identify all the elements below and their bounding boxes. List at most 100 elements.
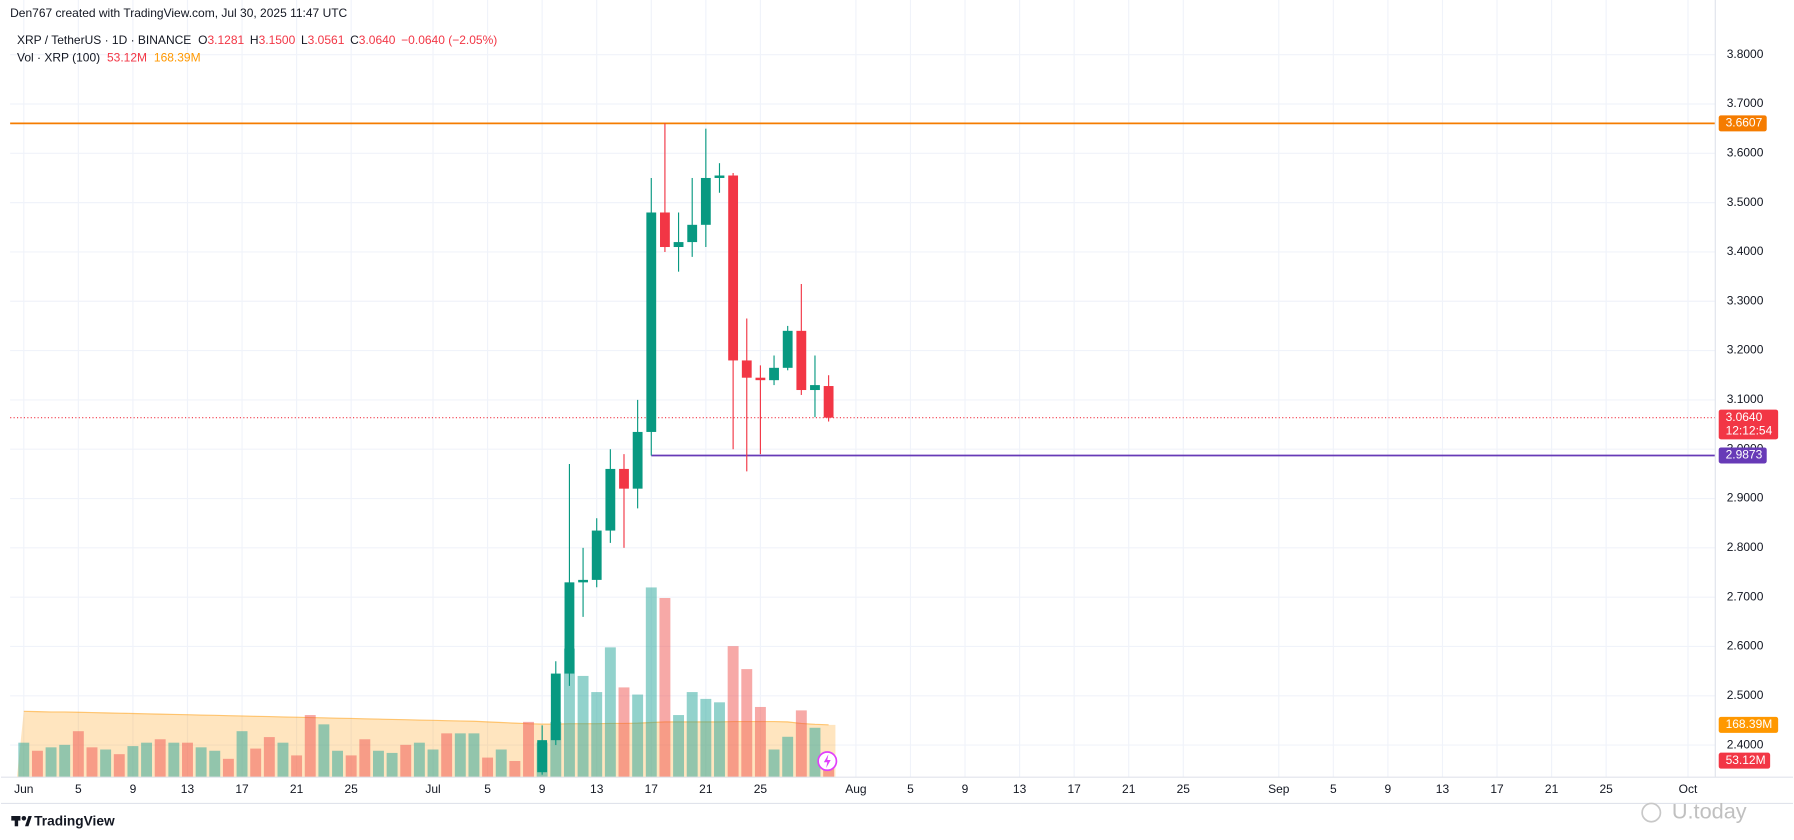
- key: O: [198, 33, 207, 47]
- x-tick-label: Jun: [14, 782, 33, 796]
- y-tick-label: 2.9000: [1727, 491, 1764, 505]
- volume-bar: [604, 647, 616, 778]
- x-tick-label: 5: [75, 782, 82, 796]
- volume-bar: [700, 698, 712, 778]
- x-tick-label: 9: [1385, 782, 1392, 796]
- open: 3.1281: [207, 33, 244, 47]
- volume-bar: [141, 742, 153, 778]
- volume-bar: [468, 733, 480, 778]
- x-tick-label: 9: [130, 782, 137, 796]
- logo-mark: [14, 816, 19, 827]
- volume-axis-label: 53.12M: [1726, 753, 1766, 767]
- volume-bar: [359, 739, 371, 778]
- last-price-label: 3.0640: [1726, 410, 1763, 424]
- last-price-box: [1718, 409, 1779, 440]
- candle-body: [728, 175, 739, 361]
- x-tick-label: Aug: [845, 782, 866, 796]
- volume-bar: [782, 736, 794, 778]
- volume-label-box: [1718, 752, 1771, 769]
- volume-bar: [400, 744, 412, 778]
- x-tick-label: 13: [1436, 782, 1450, 796]
- x-tick-label: 13: [181, 782, 195, 796]
- volume-bar: [454, 733, 466, 778]
- candle-body: [550, 673, 561, 741]
- x-tick-label: 5: [907, 782, 914, 796]
- volume-bar: [291, 755, 303, 778]
- volume-bar: [154, 739, 166, 778]
- volume-bar: [332, 750, 343, 778]
- watermark-icon: [1641, 802, 1662, 823]
- x-tick-label: 5: [484, 782, 491, 796]
- key: C: [350, 33, 359, 47]
- volume-bar: [127, 746, 139, 778]
- volume-bar: [591, 692, 603, 778]
- volume-bar: [441, 733, 453, 778]
- candle-body: [769, 367, 779, 381]
- y-tick-label: 3.3000: [1727, 293, 1764, 307]
- volume-bar: [714, 702, 725, 778]
- change: −0.0640 (−2.05%): [401, 33, 497, 47]
- x-tick-label: Oct: [1679, 782, 1698, 796]
- volume-bar: [618, 687, 630, 778]
- y-tick-label: 3.8000: [1727, 47, 1764, 61]
- x-tick-label: 21: [699, 782, 713, 796]
- volume-bar: [31, 750, 43, 778]
- candle-body: [537, 740, 548, 773]
- symbol: XRP / TetherUS · 1D · BINANCE: [17, 33, 191, 47]
- alert-icon-bolt: [823, 754, 831, 768]
- volume-bar: [195, 747, 207, 778]
- axes: 2.40002.50002.60002.70002.80002.90003.00…: [14, 47, 1779, 796]
- volume-name: Vol · XRP (100): [17, 50, 100, 64]
- volume-bar: [182, 742, 193, 778]
- ma-value: 168.39M: [154, 50, 201, 64]
- y-tick-label: 2.5000: [1727, 688, 1764, 702]
- candle-body: [782, 330, 793, 368]
- y-tick-label: 3.7000: [1727, 96, 1764, 110]
- candle-body: [673, 242, 684, 248]
- x-tick-label: 25: [754, 782, 768, 796]
- volume-bar: [209, 750, 221, 778]
- candle-body: [591, 530, 602, 580]
- volume-bar: [509, 760, 521, 778]
- key: L: [301, 33, 308, 47]
- x-tick-label: 13: [590, 782, 604, 796]
- watermark: U.today: [1672, 798, 1747, 823]
- x-tick-label: 25: [344, 782, 358, 796]
- level-label: 3.6607: [1726, 116, 1763, 130]
- x-tick-label: 13: [1013, 782, 1027, 796]
- volume-bar: [413, 742, 425, 778]
- volume-bar: [372, 750, 384, 778]
- candle-body: [578, 579, 588, 583]
- candle-body: [619, 468, 629, 489]
- volume-bar: [795, 710, 807, 778]
- candle-body: [660, 212, 670, 248]
- close: 3.0640: [359, 33, 396, 47]
- x-tick-label: 21: [290, 782, 304, 796]
- logo-mark: [21, 816, 27, 821]
- candle-body: [605, 468, 616, 531]
- candle-body: [810, 385, 820, 391]
- candle-body: [741, 360, 752, 378]
- candles: [537, 123, 834, 775]
- volume-bar: [277, 742, 289, 778]
- level-label: 2.9873: [1726, 448, 1763, 462]
- volume-bar: [768, 749, 780, 778]
- candle-body: [646, 212, 657, 432]
- volume-bar: [304, 715, 316, 778]
- volume-bar: [632, 694, 644, 778]
- volume-bar: [100, 749, 112, 778]
- x-tick-label: 21: [1545, 782, 1559, 796]
- x-tick-label: 17: [1490, 782, 1504, 796]
- key: H: [250, 33, 259, 47]
- volume-value: 53.12M: [107, 50, 147, 64]
- low: 3.0561: [308, 33, 345, 47]
- volume-bar: [550, 721, 562, 778]
- y-tick-label: 3.4000: [1727, 244, 1764, 258]
- volume-bar: [809, 727, 821, 778]
- volume-bar: [523, 721, 534, 778]
- ma-axis-label: 168.39M: [1726, 717, 1773, 731]
- volume-bar: [72, 731, 84, 778]
- volume-bar: [386, 752, 398, 778]
- volume-bar: [577, 675, 589, 778]
